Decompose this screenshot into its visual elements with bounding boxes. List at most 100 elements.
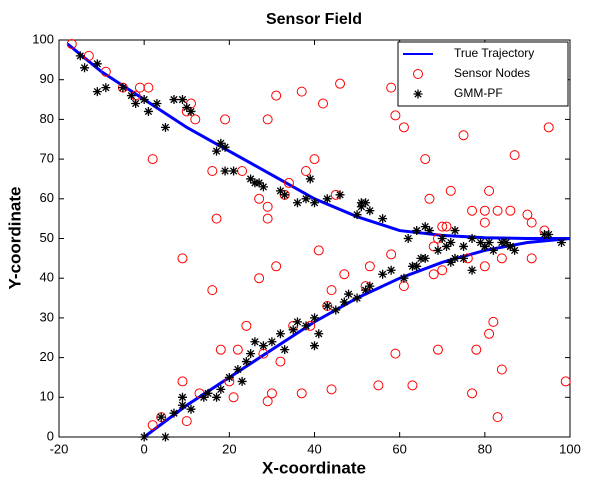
sensor-node [432,344,443,355]
asterisk-point [556,237,566,247]
asterisk-point [403,234,413,243]
sensor-node [428,269,439,280]
asterisk-point [177,400,187,410]
sensor-node [100,66,111,77]
asterisk-point [378,214,388,224]
asterisk-point [275,329,285,339]
sensor-node [241,320,252,331]
sensor-node [496,364,507,375]
sensor-node [339,269,350,280]
asterisk-point [467,234,477,243]
y-tick-label: 40 [40,270,54,285]
sensor-node [445,185,456,196]
asterisk-point [250,337,260,347]
sensor-node [522,209,533,220]
asterisk-point [420,253,430,263]
sensor-node [271,90,282,101]
asterisk-point [476,237,486,247]
asterisk-point [446,237,456,247]
x-tick-label: 60 [392,441,406,456]
asterisk-point [216,138,226,148]
asterisk-point [220,142,230,152]
x-tick-label: 80 [478,441,492,456]
asterisk-point [75,51,85,61]
sensor-node [177,253,188,264]
x-tick-label: 40 [307,441,321,456]
asterisk-point [378,269,388,279]
sensor-node [326,384,337,395]
asterisk-point [510,245,520,255]
asterisk-point [237,376,247,386]
legend-box [397,41,569,107]
asterisk-point [169,95,179,105]
asterisk-point [322,194,332,204]
y-tick-label: 100 [32,31,54,46]
asterisk-point [80,63,90,73]
asterisk-point [292,317,302,327]
sensor-node [479,205,490,216]
asterisk-point [280,190,290,200]
y-tick-label: 20 [40,349,54,364]
asterisk-point [412,261,422,271]
asterisk-point [275,186,285,196]
sensor-node [484,328,495,339]
asterisk-point [314,329,324,339]
sensor-node [543,122,554,133]
sensor-node [526,217,537,228]
asterisk-point [450,253,460,263]
sensor-node [220,114,231,125]
asterisk-point [160,432,170,442]
sensor-node [309,154,320,165]
asterisk-point [484,237,494,247]
asterisk-point [156,412,166,422]
asterisk-point [152,99,162,109]
sensor-node [254,273,265,284]
sensor-node [147,154,158,165]
asterisk-point [258,341,268,351]
asterisk-point [413,89,423,99]
y-tick-label: 0 [47,428,54,443]
sensor-node [143,82,154,93]
asterisk-point [386,265,396,275]
asterisk-point [199,392,209,402]
sensor-node [424,193,435,204]
sensor-node [560,376,571,387]
x-tick-label: -20 [50,441,69,456]
asterisk-point [335,190,345,200]
asterisk-point [143,106,153,116]
asterisk-point [241,357,251,367]
asterisk-point [220,166,230,176]
y-tick-label: 60 [40,190,54,205]
asterisk-point [160,122,170,132]
asterisk-point [212,146,222,156]
asterisk-point [182,102,192,112]
sensor-node [526,253,537,264]
asterisk-point [186,404,196,414]
sensor-node [471,344,482,355]
sensor-node [271,261,282,272]
sensor-node [283,177,294,188]
sensor-node [386,82,397,93]
sensor-node [66,38,77,49]
asterisk-point [344,289,354,299]
sensor-node [207,166,218,177]
asterisk-point [442,241,452,251]
asterisk-point [446,257,456,267]
sensor-node [181,416,192,427]
asterisk-point [399,273,409,283]
asterisk-point [288,325,298,335]
sensor-node [262,213,273,224]
asterisk-point [424,226,434,236]
sensor-node [364,261,375,272]
sensor-node [467,205,478,216]
y-tick-label: 90 [40,71,54,86]
sensor-node [488,316,499,327]
asterisk-point [92,59,102,69]
sensor-node [190,114,201,125]
asterisk-point [544,230,554,240]
sensor-node [496,253,507,264]
sensor-node [437,265,448,276]
asterisk-point [216,384,226,394]
sensor-node [441,221,452,232]
